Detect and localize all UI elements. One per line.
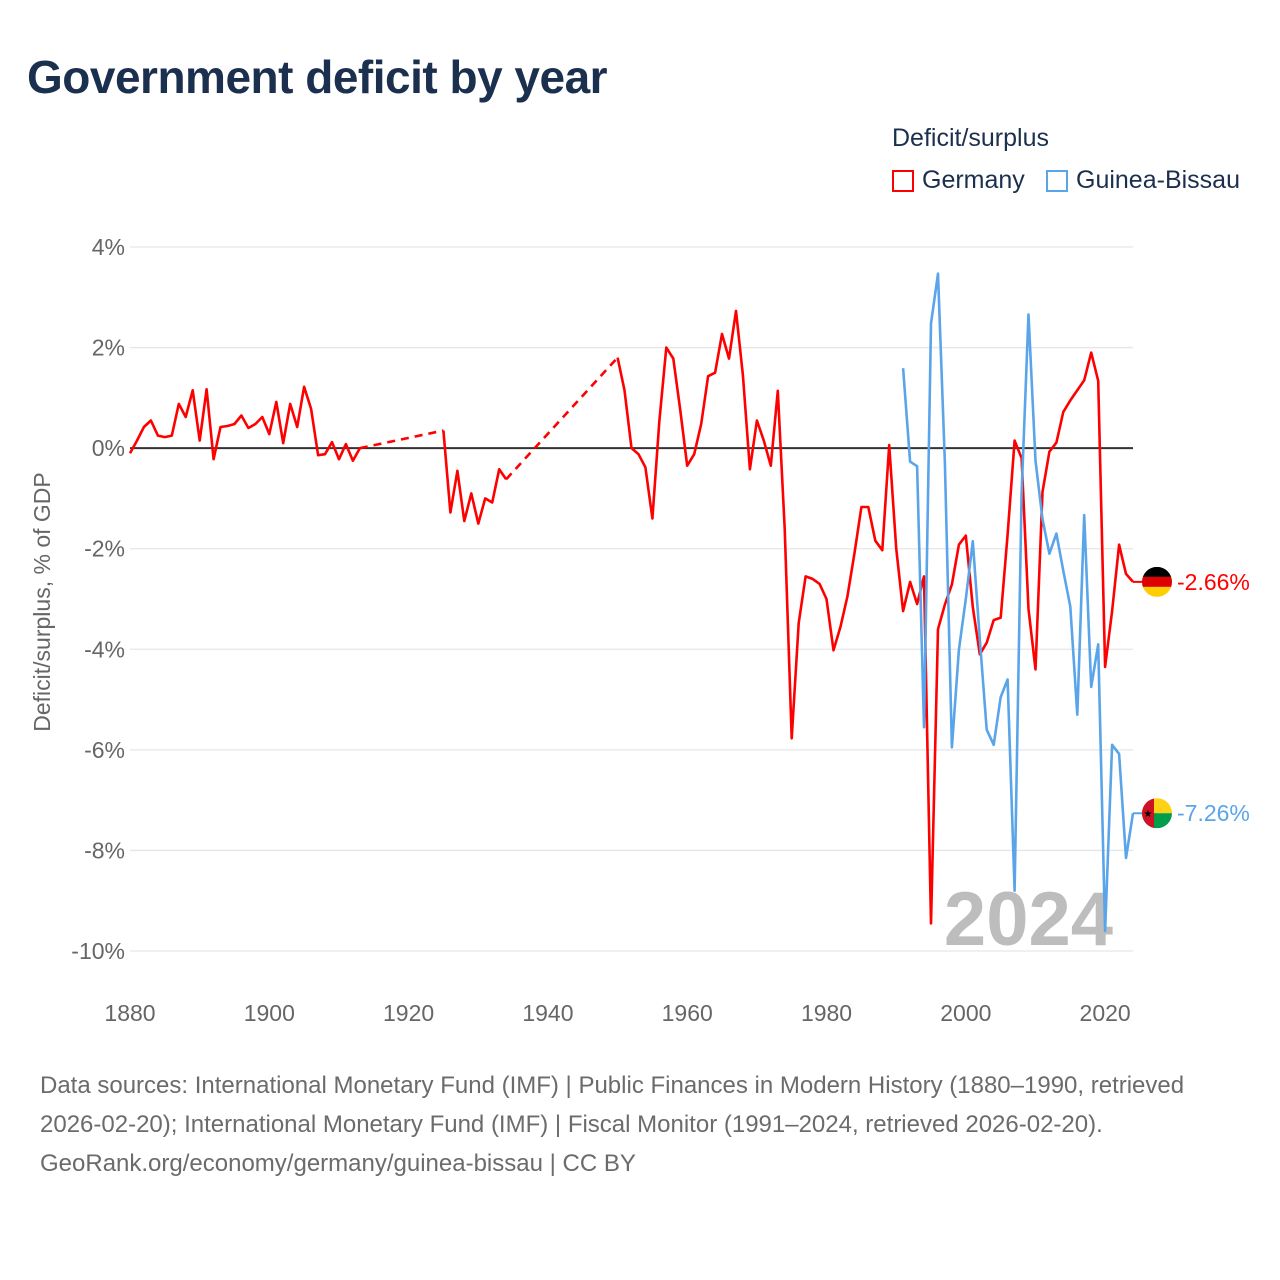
series-gap-germany [505, 356, 619, 481]
y-tick-label: -8% [84, 837, 125, 863]
y-tick-label: -6% [84, 737, 125, 763]
x-tick-label: 1900 [244, 1000, 295, 1026]
x-tick-label: 2020 [1080, 1000, 1131, 1026]
y-tick-label: 0% [92, 435, 125, 461]
y-tick-label: 4% [92, 234, 125, 260]
x-tick-label: 2000 [940, 1000, 991, 1026]
flag-stripe [1142, 576, 1172, 587]
line-chart: 4% 2% 0% -2% -4% -6% -8% -10% 1880 1900 1920 1940 19… [29, 234, 1250, 1026]
legend-swatch-germany [892, 169, 914, 192]
x-tick-label: 1940 [522, 1000, 573, 1026]
germany-flag-icon [1142, 566, 1172, 597]
x-tick-label: 1920 [383, 1000, 434, 1026]
legend-swatch-guinea-bissau [1046, 169, 1068, 192]
legend-label: Germany [922, 166, 1025, 194]
star-icon: ★ [1144, 809, 1153, 820]
x-tick-label: 1960 [662, 1000, 713, 1026]
guinea-bissau-flag-icon: ★ [1142, 798, 1172, 829]
flag-stripe [1142, 798, 1154, 829]
y-axis-label: Deficit/surplus, % of GDP [29, 472, 55, 731]
series-line-germany [128, 385, 362, 463]
legend-item-guinea-bissau[interactable]: Guinea-Bissau [1046, 166, 1240, 195]
footer: Data sources: International Monetary Fun… [40, 1066, 1250, 1183]
series-line-germany [442, 430, 508, 525]
series-line-germany [616, 309, 1134, 925]
legend-title: Deficit/surplus [892, 124, 1049, 152]
year-watermark: 2024 [944, 877, 1113, 962]
series-gap-germany [359, 429, 444, 450]
flag-stripe [1142, 586, 1172, 597]
y-tick-label: 2% [92, 335, 125, 361]
y-tick-label: -10% [71, 938, 125, 964]
y-tick-label: -2% [84, 536, 125, 562]
x-tick-label: 1880 [104, 1000, 155, 1026]
x-tick-label: 1980 [801, 1000, 852, 1026]
legend-item-germany[interactable]: Germany [892, 166, 1025, 195]
chart-title: Government deficit by year [27, 51, 608, 103]
y-tick-label: -4% [84, 636, 125, 662]
end-label-guinea-bissau: -7.26% [1177, 800, 1250, 826]
credit-link[interactable]: GeoRank.org/economy/germany/guinea-bissa… [40, 1150, 636, 1177]
series-line-guinea-bissau [901, 272, 1135, 933]
data-sources: Data sources: International Monetary Fun… [40, 1072, 1185, 1138]
flag-stripe [1142, 566, 1172, 577]
legend-label: Guinea-Bissau [1076, 166, 1240, 194]
end-label-germany: -2.66% [1177, 569, 1250, 595]
